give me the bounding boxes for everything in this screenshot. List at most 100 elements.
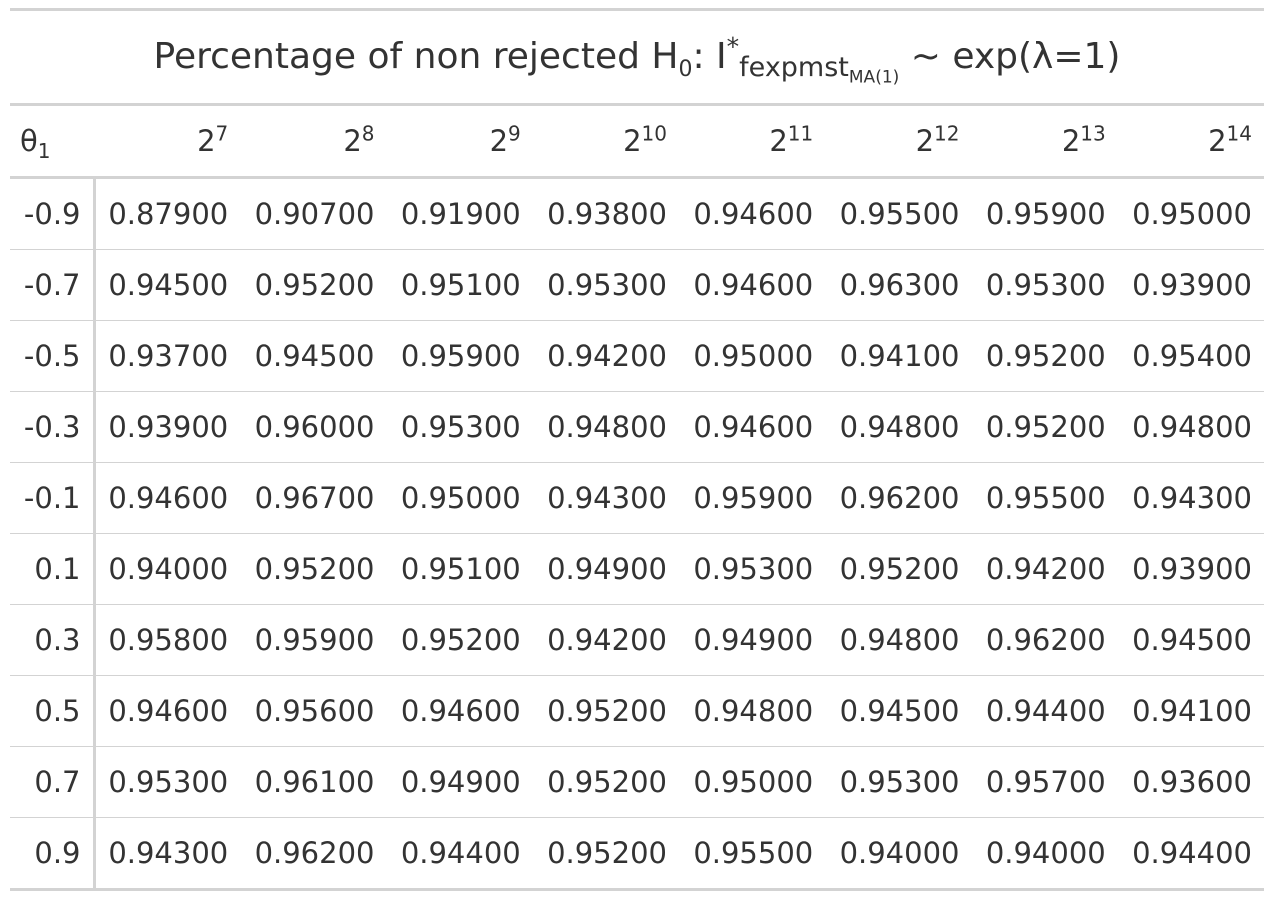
theta-column-header: θ1 [10, 104, 94, 179]
value-cell: 0.93900 [1117, 533, 1264, 605]
value-cell: 0.94600 [679, 391, 826, 463]
value-cell: 0.94500 [1117, 604, 1264, 676]
value-cell: 0.96100 [240, 746, 387, 818]
table-row: -0.1 0.94600 0.96700 0.95000 0.94300 0.95900 0… [10, 462, 1264, 534]
column-header-7: 214 [1117, 104, 1264, 179]
value-cell: 0.95000 [386, 462, 533, 534]
value-cell: 0.94500 [825, 675, 972, 747]
value-cell: 0.94800 [532, 391, 679, 463]
column-header-5: 212 [825, 104, 972, 179]
value-cell: 0.93800 [532, 177, 679, 250]
value-cell: 0.94800 [1117, 391, 1264, 463]
value-cell: 0.95200 [240, 533, 387, 605]
table-row: -0.9 0.87900 0.90700 0.91900 0.93800 0.94600 0… [10, 177, 1264, 250]
value-cell: 0.95500 [825, 177, 972, 250]
column-header-base: 2 [489, 124, 509, 158]
column-header-3: 210 [532, 104, 679, 179]
title-stat-sub-subscript: MA(1) [848, 67, 900, 88]
value-cell: 0.94300 [94, 817, 241, 891]
column-header-exponent: 9 [508, 121, 521, 146]
value-cell: 0.95000 [679, 320, 826, 392]
table-row: -0.5 0.93700 0.94500 0.95900 0.94200 0.95000 0… [10, 320, 1264, 392]
value-cell: 0.93600 [1117, 746, 1264, 818]
value-cell: 0.95900 [679, 462, 826, 534]
value-cell: 0.94600 [94, 462, 241, 534]
table-row: 0.1 0.94000 0.95200 0.95100 0.94900 0.95300 0.… [10, 533, 1264, 605]
value-cell: 0.94000 [94, 533, 241, 605]
value-cell: 0.95000 [679, 746, 826, 818]
title-h-subscript: 0 [678, 57, 693, 83]
theta-cell: -0.3 [10, 391, 96, 463]
value-cell: 0.94900 [532, 533, 679, 605]
column-header-base: 2 [197, 124, 216, 158]
value-cell: 0.95200 [971, 391, 1118, 463]
column-header-base: 2 [623, 124, 642, 158]
value-cell: 0.93700 [94, 320, 241, 392]
theta-cell: -0.5 [10, 320, 96, 392]
value-cell: 0.93900 [94, 391, 241, 463]
value-cell: 0.94200 [532, 604, 679, 676]
title-colon: : I [692, 36, 727, 78]
value-cell: 0.95600 [240, 675, 387, 747]
value-cell: 0.94300 [532, 462, 679, 534]
value-cell: 0.95200 [825, 533, 972, 605]
value-cell: 0.94000 [825, 817, 972, 891]
table-row: 0.3 0.95800 0.95900 0.95200 0.94200 0.94900 0.… [10, 604, 1264, 676]
table-row: -0.3 0.93900 0.96000 0.95300 0.94800 0.94600 0… [10, 391, 1264, 463]
column-header-0: 27 [94, 104, 241, 179]
column-header-base: 2 [1208, 124, 1227, 158]
value-cell: 0.94800 [825, 604, 972, 676]
value-cell: 0.96300 [825, 249, 972, 321]
theta-subscript: 1 [37, 138, 51, 163]
value-cell: 0.95900 [971, 177, 1118, 250]
value-cell: 0.95200 [240, 249, 387, 321]
value-cell: 0.95100 [386, 533, 533, 605]
table-title: Percentage of non rejected H0: I*fexpmst… [10, 8, 1264, 106]
value-cell: 0.95000 [1117, 177, 1264, 250]
value-cell: 0.94400 [386, 817, 533, 891]
value-cell: 0.94800 [825, 391, 972, 463]
column-header-base: 2 [769, 124, 788, 158]
value-cell: 0.95300 [532, 249, 679, 321]
value-cell: 0.94600 [94, 675, 241, 747]
value-cell: 0.95200 [532, 746, 679, 818]
value-cell: 0.94100 [1117, 675, 1264, 747]
value-cell: 0.94800 [679, 675, 826, 747]
column-header-4: 211 [679, 104, 826, 179]
value-cell: 0.87900 [94, 177, 241, 250]
value-cell: 0.96200 [825, 462, 972, 534]
column-header-base: 2 [343, 124, 362, 158]
table-row: 0.7 0.95300 0.96100 0.94900 0.95200 0.95000 0.… [10, 746, 1264, 818]
theta-cell: 0.5 [10, 675, 96, 747]
table-row: 0.9 0.94300 0.96200 0.94400 0.95200 0.95500 0.… [10, 817, 1264, 891]
value-cell: 0.94900 [386, 746, 533, 818]
value-cell: 0.95900 [240, 604, 387, 676]
column-header-exponent: 13 [1080, 121, 1106, 146]
value-cell: 0.90700 [240, 177, 387, 250]
value-cell: 0.91900 [386, 177, 533, 250]
value-cell: 0.94300 [1117, 462, 1264, 534]
theta-cell: -0.9 [10, 177, 96, 250]
value-cell: 0.95300 [825, 746, 972, 818]
table-row: -0.7 0.94500 0.95200 0.95100 0.95300 0.94600 0… [10, 249, 1264, 321]
theta-cell: 0.1 [10, 533, 96, 605]
column-header-exponent: 7 [215, 121, 229, 146]
value-cell: 0.93900 [1117, 249, 1264, 321]
results-table: Percentage of non rejected H0: I*fexpmst… [10, 8, 1264, 891]
value-cell: 0.95900 [386, 320, 533, 392]
value-cell: 0.95300 [386, 391, 533, 463]
theta-cell: 0.7 [10, 746, 96, 818]
value-cell: 0.94600 [679, 177, 826, 250]
value-cell: 0.96000 [240, 391, 387, 463]
theta-cell: -0.1 [10, 462, 96, 534]
table-body: -0.9 0.87900 0.90700 0.91900 0.93800 0.94600 0… [10, 177, 1264, 891]
value-cell: 0.95500 [971, 462, 1118, 534]
column-header-base: 2 [915, 124, 935, 158]
column-header-1: 28 [240, 104, 387, 179]
table-container: Percentage of non rejected H0: I*fexpmst… [10, 8, 1264, 891]
value-cell: 0.96700 [240, 462, 387, 534]
column-header-exponent: 14 [1226, 121, 1252, 146]
title-prefix: Percentage of non rejected H [153, 36, 679, 78]
value-cell: 0.94100 [825, 320, 972, 392]
value-cell: 0.94900 [679, 604, 826, 676]
